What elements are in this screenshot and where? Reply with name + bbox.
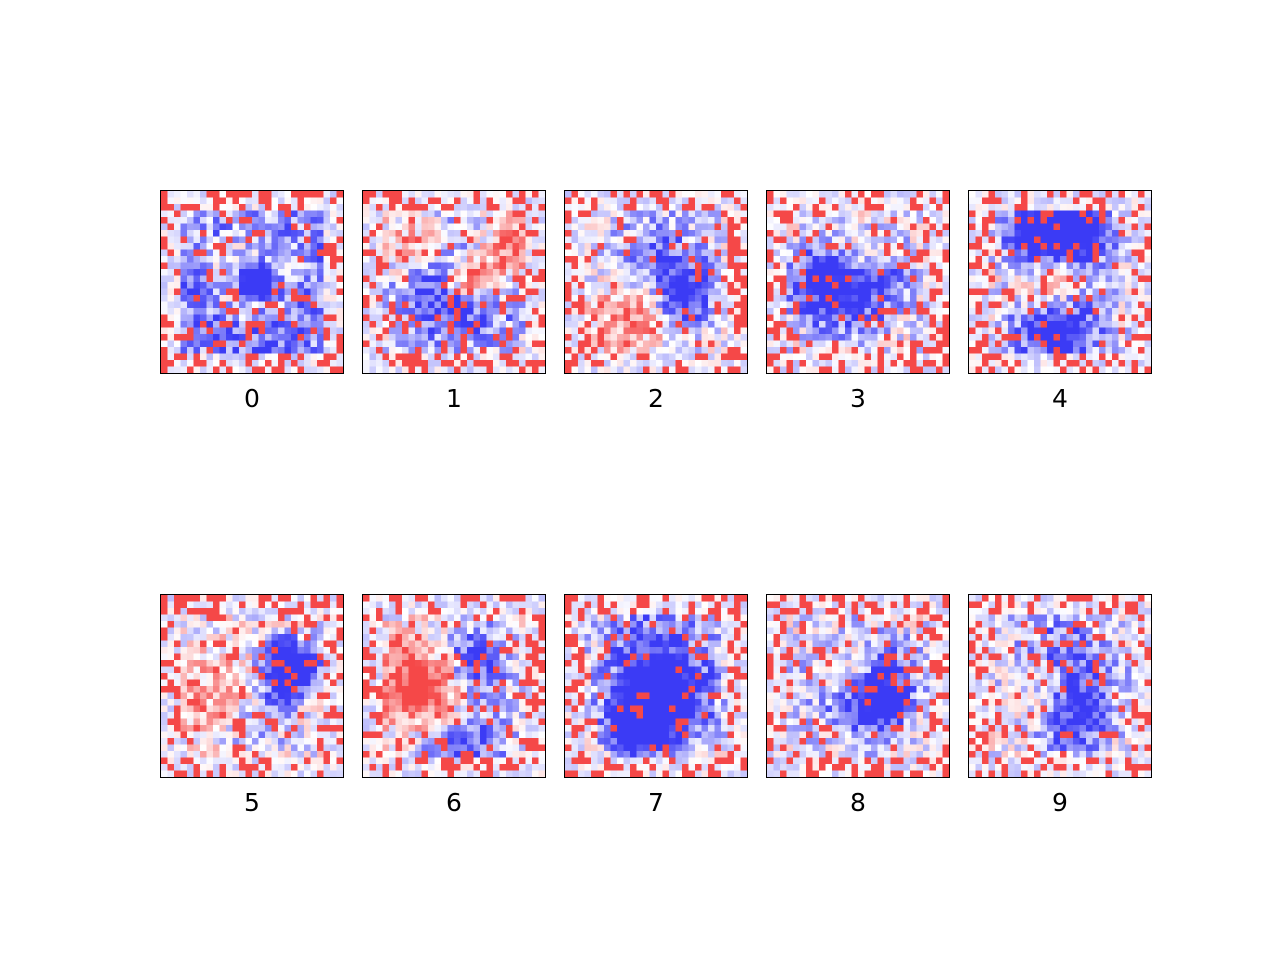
heatmap-canvas-9 — [969, 595, 1151, 777]
weight-map-2 — [564, 190, 748, 374]
weight-map-4 — [968, 190, 1152, 374]
weight-map-6 — [362, 594, 546, 778]
weight-map-9 — [968, 594, 1152, 778]
panel-label-4: 4 — [1052, 384, 1068, 413]
panel-label-9: 9 — [1052, 788, 1068, 817]
heatmap-canvas-0 — [161, 191, 343, 373]
panel-label-3: 3 — [850, 384, 866, 413]
panel-label-0: 0 — [244, 384, 260, 413]
weight-map-8 — [766, 594, 950, 778]
weight-map-1 — [362, 190, 546, 374]
heatmap-canvas-3 — [767, 191, 949, 373]
panel-label-2: 2 — [648, 384, 664, 413]
weight-map-5 — [160, 594, 344, 778]
panel-label-1: 1 — [446, 384, 462, 413]
panel-label-8: 8 — [850, 788, 866, 817]
heatmap-canvas-1 — [363, 191, 545, 373]
weight-map-7 — [564, 594, 748, 778]
panel-label-5: 5 — [244, 788, 260, 817]
weight-map-3 — [766, 190, 950, 374]
heatmap-canvas-4 — [969, 191, 1151, 373]
heatmap-canvas-8 — [767, 595, 949, 777]
heatmap-canvas-5 — [161, 595, 343, 777]
heatmap-canvas-6 — [363, 595, 545, 777]
panel-label-6: 6 — [446, 788, 462, 817]
weight-map-0 — [160, 190, 344, 374]
heatmap-canvas-2 — [565, 191, 747, 373]
heatmap-canvas-7 — [565, 595, 747, 777]
panel-label-7: 7 — [648, 788, 664, 817]
